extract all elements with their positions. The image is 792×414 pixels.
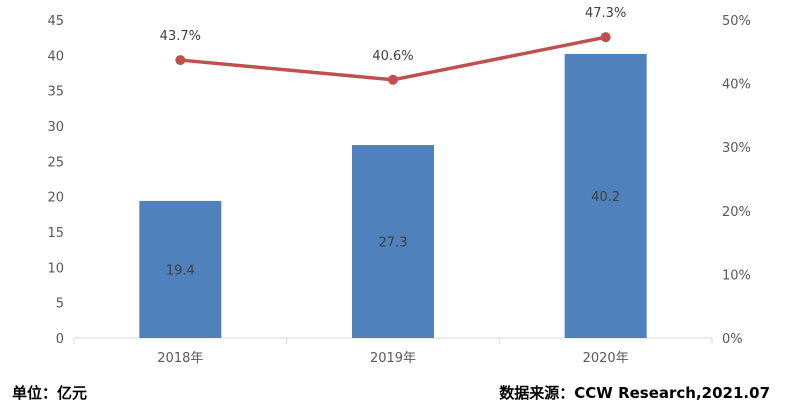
bar bbox=[139, 200, 222, 338]
y-left-tick-label: 20 bbox=[47, 191, 64, 206]
bar-data-label: 40.2 bbox=[591, 190, 620, 205]
y-left-tick-label: 10 bbox=[47, 261, 64, 276]
line-point bbox=[388, 74, 398, 85]
line-data-label: 43.7% bbox=[160, 29, 201, 44]
y-right-tick-label: 10% bbox=[722, 268, 751, 283]
y-left-tick-label: 35 bbox=[47, 85, 64, 100]
bar-data-label: 19.4 bbox=[166, 263, 195, 278]
bar bbox=[564, 53, 647, 339]
line-data-label: 47.3% bbox=[585, 6, 626, 21]
line-point bbox=[600, 32, 611, 43]
y-right-tick-label: 0% bbox=[722, 332, 743, 347]
y-left-tick-label: 40 bbox=[47, 49, 64, 64]
y-left-tick-label: 0 bbox=[56, 332, 64, 347]
unit-note: 单位：亿元 bbox=[12, 384, 88, 402]
bar bbox=[352, 145, 434, 338]
y-left-tick-label: 30 bbox=[47, 120, 64, 135]
y-left-tick-label: 25 bbox=[47, 155, 64, 170]
x-tick-label: 2018年 bbox=[157, 351, 203, 366]
line-data-label: 40.6% bbox=[372, 49, 413, 64]
line-point bbox=[175, 55, 186, 66]
bar-data-label: 27.3 bbox=[379, 236, 408, 251]
source-note: 数据来源：CCW Research,2021.07 bbox=[499, 384, 770, 402]
y-right-tick-label: 50% bbox=[722, 14, 751, 29]
x-tick-label: 2020年 bbox=[583, 351, 629, 366]
y-left-tick-label: 15 bbox=[47, 226, 64, 241]
x-tick-label: 2019年 bbox=[370, 351, 416, 366]
y-right-tick-label: 30% bbox=[722, 141, 751, 156]
y-left-tick-label: 45 bbox=[47, 14, 64, 29]
y-right-tick-label: 40% bbox=[722, 78, 751, 93]
y-left-tick-label: 5 bbox=[56, 297, 64, 312]
y-right-tick-label: 20% bbox=[722, 205, 751, 220]
